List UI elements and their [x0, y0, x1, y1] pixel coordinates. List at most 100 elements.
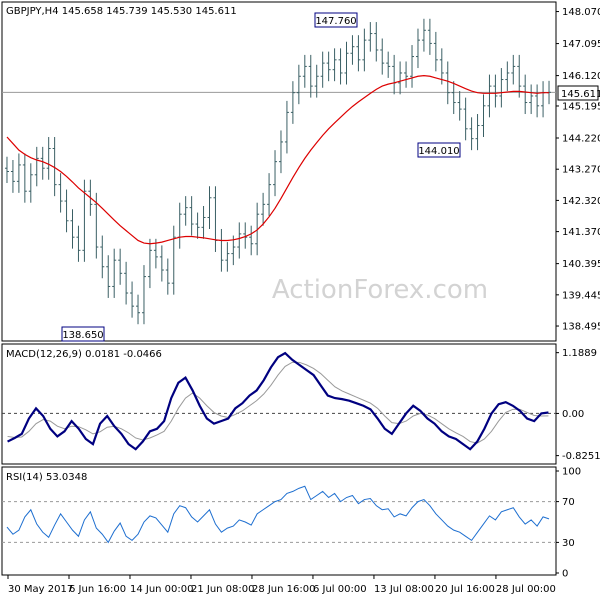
- rsi-tick-label: 30: [562, 538, 575, 549]
- ohlc-bar: [451, 81, 456, 115]
- ohlc-bar: [433, 31, 438, 72]
- ohlc-bar: [147, 238, 152, 289]
- ohlc-bar: [249, 225, 254, 256]
- ohlc-bar: [469, 117, 474, 151]
- price-tick-label: 140.395: [562, 259, 600, 270]
- watermark: ActionForex.com: [272, 275, 488, 305]
- last-price-label: 145.611: [561, 89, 600, 100]
- ohlc-bar: [100, 235, 105, 279]
- price-tick-label: 145.195: [562, 101, 600, 112]
- ohlc-bar: [278, 130, 283, 174]
- rsi-panel-frame: [1, 466, 557, 576]
- ohlc-bar: [64, 189, 69, 233]
- price-tick-label: 144.220: [562, 134, 600, 145]
- ohlc-bar: [535, 84, 540, 118]
- ohlc-bar: [76, 225, 81, 262]
- ohlc-bar: [410, 45, 415, 88]
- price-tick-label: 143.270: [562, 165, 600, 176]
- ohlc-bar: [267, 173, 272, 216]
- x-tick-label: 13 Jul 08:00: [374, 584, 434, 595]
- macd-tick-label: 1.1889: [562, 348, 597, 359]
- ohlc-bar: [374, 22, 379, 62]
- ohlc-bar: [314, 64, 319, 98]
- axis-layer: 148.070 147.095 146.120 145.195 144.220 143.2…: [7, 7, 600, 595]
- ohlc-bar: [350, 35, 355, 65]
- ohlc-bar: [523, 74, 528, 115]
- ohlc-bar: [231, 235, 236, 266]
- ohlc-bar: [344, 41, 349, 85]
- x-tick-label: 28 Jul 00:00: [496, 584, 556, 595]
- ohlc-bar: [261, 192, 266, 226]
- last-price-marker: 145.611: [557, 85, 600, 101]
- ohlc-bar: [398, 61, 403, 95]
- price-panel-title: GBPJPY,H4 145.658 145.739 145.530 145.61…: [6, 6, 237, 17]
- ohlc-bar: [255, 202, 260, 256]
- rsi-tick-label: 70: [562, 497, 575, 508]
- ohlc-bar: [493, 74, 498, 108]
- ohlc-bar: [427, 18, 432, 55]
- x-tick-label: 28 Jun 16:00: [252, 584, 316, 595]
- ohlc-bar: [475, 114, 480, 151]
- rsi-layer: [2, 485, 556, 544]
- ohlc-bar: [130, 281, 135, 318]
- macd-panel-title: MACD(12,26,9) 0.0181 -0.0466: [6, 349, 162, 360]
- price-tick-label: 141.370: [562, 227, 600, 238]
- moving-average-line: [6, 74, 550, 245]
- ohlc-bar: [225, 242, 230, 272]
- ohlc-bar: [10, 160, 15, 193]
- ohlc-bar: [273, 150, 278, 197]
- ohlc-bar: [118, 248, 123, 285]
- ohlc-bar: [94, 192, 99, 259]
- ohlc-bar: [195, 212, 200, 239]
- ohlc-bar: [201, 205, 206, 239]
- ohlc-bar: [404, 61, 409, 88]
- ohlc-bar: [58, 173, 63, 213]
- ohlc-bar: [445, 61, 450, 105]
- ohlc-bar: [463, 97, 468, 141]
- price-panel-frame: [1, 1, 557, 342]
- ohlc-bar: [165, 258, 170, 295]
- ohlc-bar: [124, 261, 129, 305]
- ohlc-bar: [487, 74, 492, 118]
- ohlc-bar: [70, 209, 75, 249]
- rsi-panel-title: RSI(14) 53.0348: [6, 472, 87, 483]
- x-tick-label: 6 Jun 16:00: [69, 584, 126, 595]
- ohlc-bar: [332, 48, 337, 82]
- ohlc-bar: [34, 146, 39, 187]
- high-label: 147.760: [315, 16, 356, 27]
- price-layer: [2, 18, 556, 325]
- ohlc-bar: [368, 22, 373, 52]
- ohlc-bar: [302, 54, 307, 88]
- ohlc-bar: [183, 196, 188, 226]
- ohlc-bar: [356, 35, 361, 72]
- ohlc-bar: [189, 196, 194, 236]
- x-tick-label: 14 Jun 00:00: [130, 584, 194, 595]
- macd-panel-frame: [1, 343, 557, 465]
- ohlc-bar: [421, 18, 426, 52]
- ohlc-bar: [505, 61, 510, 92]
- ohlc-bar: [4, 156, 9, 183]
- ohlc-bar: [159, 245, 164, 282]
- x-tick-label: 20 Jul 16:00: [435, 584, 495, 595]
- price-tick-label: 142.320: [562, 196, 600, 207]
- macd-tick-label: -0.8251: [562, 451, 600, 462]
- ohlc-bar: [153, 238, 158, 269]
- price-tick-label: 139.445: [562, 290, 600, 301]
- ohlc-bar: [481, 94, 486, 138]
- ohlc-bar: [141, 265, 146, 325]
- ohlc-bar: [237, 222, 242, 259]
- rsi-tick-label: 100: [562, 467, 581, 478]
- ohlc-bar: [320, 51, 325, 88]
- low-label-1: 138.650: [62, 330, 103, 341]
- ohlc-bar: [46, 137, 51, 180]
- ohlc-bar: [171, 225, 176, 295]
- ohlc-bar: [112, 248, 117, 298]
- ohlc-bar: [415, 28, 420, 69]
- ohlc-bar: [136, 294, 141, 325]
- ohlc-bar: [22, 153, 27, 203]
- ohlc-bar: [28, 163, 33, 203]
- macd-layer: [2, 351, 556, 451]
- low-callout-2: 144.010: [417, 142, 461, 158]
- ohlc-bar: [457, 91, 462, 121]
